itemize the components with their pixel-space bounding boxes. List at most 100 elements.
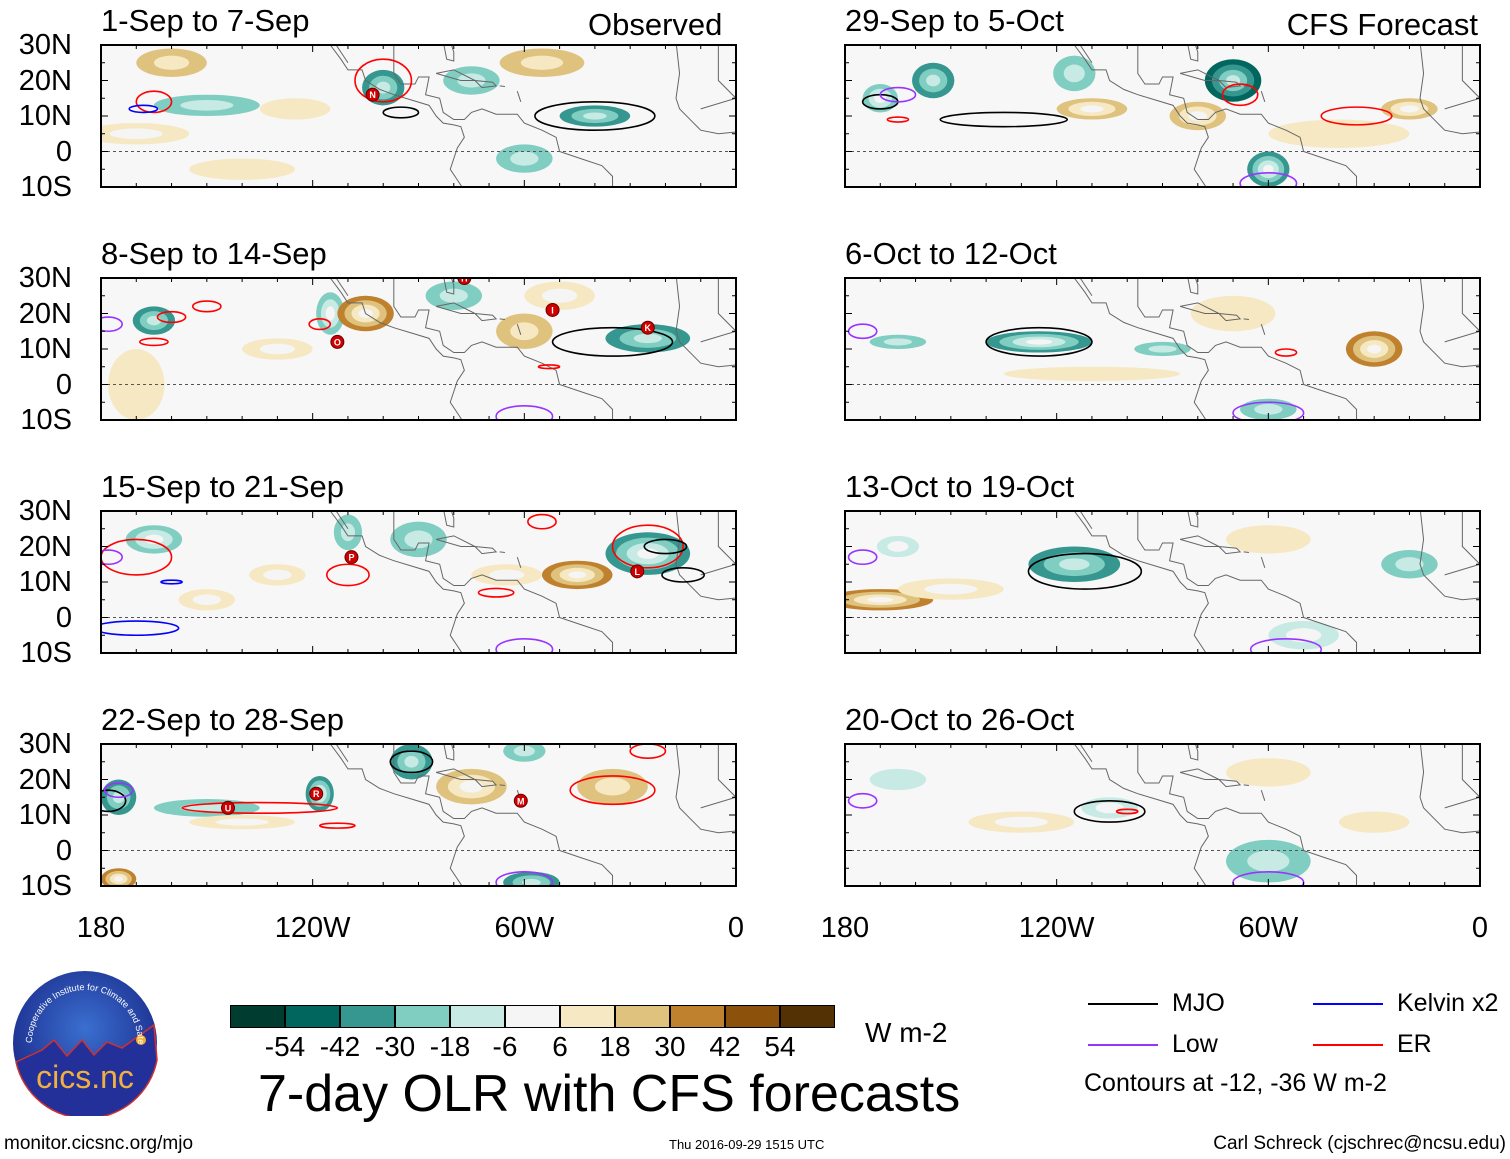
site-url[interactable]: monitor.cicsnc.org/mjo: [4, 1133, 194, 1154]
olr-anomaly: [633, 333, 662, 344]
er-contour: [318, 822, 356, 829]
olr-anomaly: [541, 288, 578, 303]
map-panel: [844, 44, 1481, 188]
low-contour: [847, 549, 878, 566]
olr-anomaly: [1338, 811, 1410, 833]
panel-title: 13-Oct to 19-Oct: [845, 469, 1075, 504]
coastline: [1079, 511, 1093, 530]
er-contour: [354, 58, 413, 103]
kelvin-contour: [160, 579, 183, 585]
coastline: [474, 313, 498, 322]
er-contour: [1221, 83, 1259, 107]
map-panel: O I K H: [100, 277, 737, 421]
tropical-cyclone-icon: [344, 550, 359, 565]
olr-anomaly: [1003, 366, 1181, 381]
olr-anomaly: [180, 100, 234, 111]
colorbar-swatch: [340, 1005, 395, 1028]
coastline: [516, 323, 522, 335]
olr-anomaly: [869, 768, 927, 791]
mjo-contour: [534, 101, 656, 132]
olr-anomaly: [926, 74, 941, 87]
low-contour: [1232, 401, 1305, 420]
panel-content: [845, 278, 1480, 420]
olr-anomaly: [568, 571, 587, 579]
colorbar-swatch: [395, 1005, 450, 1028]
olr-anomaly: [189, 158, 296, 180]
lat-label: 0: [55, 834, 72, 867]
panel-content: [845, 511, 1480, 653]
kelvin-contour: [101, 620, 180, 637]
panel-title: 29-Sep to 5-Oct: [845, 3, 1064, 38]
olr-anomaly: [887, 541, 909, 552]
coastline: [499, 318, 505, 321]
coastline: [474, 80, 498, 89]
coastline: [700, 744, 736, 809]
coastline: [295, 744, 465, 886]
coastline: [499, 85, 505, 88]
mjo-contour: [389, 750, 434, 774]
coastline: [1260, 789, 1266, 801]
lat-label: 10N: [18, 799, 72, 831]
coastline: [1419, 744, 1480, 834]
coastline: [295, 45, 465, 187]
panel-content: U R M: [101, 744, 736, 886]
legend-swatch-mjo: [1088, 1003, 1158, 1005]
coastline: [675, 45, 736, 135]
coastline: [1187, 744, 1199, 761]
coastline: [1137, 511, 1358, 653]
legend-swatch-kelvin: [1313, 1003, 1383, 1005]
er-contour: [135, 90, 173, 114]
olr-anomaly: [1268, 119, 1410, 148]
low-contour: [495, 638, 554, 653]
tropical-cyclone-icon: [630, 564, 645, 579]
olr-anomaly: [340, 523, 356, 542]
er-contour: [1320, 106, 1393, 126]
figure-title: 7-day OLR with CFS forecasts: [258, 1065, 961, 1123]
panel-title: 1-Sep to 7-Sep: [101, 3, 310, 38]
cyclone-label: P: [348, 553, 354, 563]
olr-anomaly: [1188, 111, 1208, 121]
olr-anomaly: [513, 745, 535, 757]
olr-anomaly: [1247, 850, 1290, 872]
coastline: [675, 278, 736, 368]
colorbar-tick-label: -42: [319, 1031, 361, 1062]
coastline: [700, 511, 736, 576]
olr-anomaly: [1226, 75, 1241, 86]
mjo-contour: [643, 538, 688, 555]
mjo-contour: [939, 111, 1069, 128]
tropical-cyclone-icon: [513, 793, 528, 808]
colorbar-units: W m-2: [865, 1017, 948, 1048]
lat-label: 0: [55, 135, 72, 168]
er-contour: [527, 513, 557, 530]
lon-label: 0: [727, 912, 745, 944]
coastline: [1419, 45, 1480, 135]
tropical-cyclone-icon: [309, 786, 324, 801]
colorbar-swatch: [230, 1005, 285, 1028]
colorbar-tick-label: 42: [709, 1031, 741, 1062]
olr-anomaly: [459, 780, 484, 793]
lat-label: 30N: [18, 29, 72, 61]
olr-anomaly: [108, 349, 165, 420]
panel-content: N: [101, 45, 736, 187]
lon-label: 120W: [274, 912, 351, 944]
olr-anomaly: [1254, 404, 1283, 415]
olr-anomaly: [114, 876, 124, 882]
tropical-cyclone-icon: [365, 87, 380, 102]
olr-anomaly: [637, 548, 659, 559]
olr-anomaly: [325, 306, 336, 321]
mjo-contour: [101, 789, 127, 813]
coastline: [1419, 278, 1480, 368]
olr-anomaly: [924, 583, 978, 595]
map-panel: [844, 510, 1481, 654]
olr-anomaly: [1095, 802, 1124, 814]
coastline: [1187, 278, 1199, 295]
timestamp: Thu 2016-09-29 1515 UTC: [669, 1137, 825, 1152]
olr-anomaly: [521, 878, 541, 886]
olr-anomaly: [259, 98, 331, 120]
lat-label: 30N: [18, 728, 72, 760]
mjo-contour: [661, 567, 706, 583]
lat-label: 10N: [18, 566, 72, 598]
lon-label: 180: [820, 912, 870, 944]
